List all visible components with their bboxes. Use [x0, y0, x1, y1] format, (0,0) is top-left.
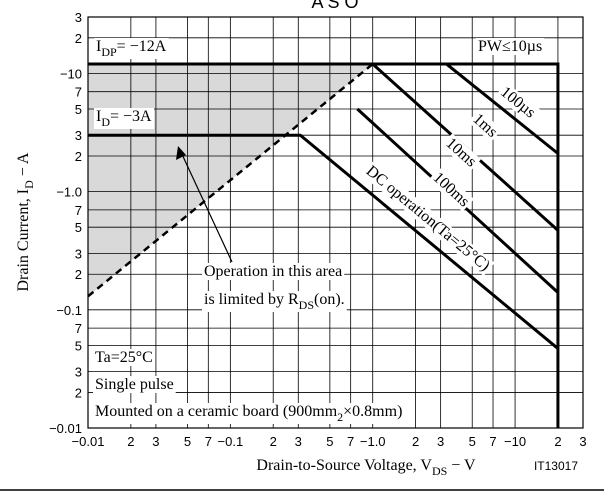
pw-label: PW≤10µs: [478, 38, 542, 55]
y-tick-label: −10: [60, 66, 82, 81]
arrow-head: [176, 146, 186, 160]
x-tick-label: 5: [184, 434, 191, 449]
y-tick-label: 2: [75, 267, 82, 282]
soa-line: [445, 62, 559, 155]
y-tick-label: 2: [75, 31, 82, 46]
label-background: [202, 263, 345, 280]
x-tick-label: 2: [554, 434, 561, 449]
x-axis-label: Drain-to-Source Voltage, VDS − V: [256, 457, 476, 478]
y-tick-label: 5: [75, 338, 82, 353]
plot-frame: [87, 16, 584, 429]
x-tick-label: 5: [469, 434, 476, 449]
idp-label: IDP= −12A: [96, 38, 167, 59]
x-tick-label: 2: [127, 434, 134, 449]
label-background: [428, 167, 474, 212]
y-tick-label: 2: [75, 385, 82, 400]
x-tick-label: 2: [270, 434, 277, 449]
x-tick-label: 7: [205, 434, 212, 449]
subscript: DS: [432, 464, 447, 478]
condition: Mounted on a ceramic board (900mm2×0.8mm…: [95, 403, 402, 424]
subscript: D: [22, 180, 36, 189]
label-background: [93, 349, 155, 366]
y-tick-label: 3: [75, 246, 82, 261]
subscript: DS: [299, 298, 314, 312]
label-background: [94, 38, 169, 59]
label-background: [94, 108, 155, 129]
note-line: Operation in this area: [204, 263, 342, 280]
text-part: I: [96, 108, 101, 125]
y-tick-label: −1.0: [56, 185, 82, 200]
y-tick-label: 7: [75, 85, 82, 100]
x-tick-label: −0.1: [218, 434, 244, 449]
label-background: [202, 291, 347, 312]
x-tick-label: 7: [489, 434, 496, 449]
subscript: 2: [337, 410, 343, 424]
series-label: 100ms: [430, 169, 473, 210]
rds-limit-line: [87, 63, 374, 298]
y-tick-label: 5: [75, 102, 82, 117]
text-part: − A: [15, 152, 32, 180]
label-background: [495, 82, 541, 123]
text-part: (on).: [314, 291, 345, 308]
chart-title: A S O: [311, 0, 358, 12]
text-part: − V: [447, 457, 476, 474]
label-background: [476, 38, 545, 55]
condition: Single pulse: [95, 376, 174, 393]
soa-line: [88, 133, 559, 350]
x-tick-label: 3: [152, 434, 159, 449]
y-tick-label: −0.01: [49, 421, 82, 436]
x-tick-label: 3: [437, 434, 444, 449]
text-part: Drain Current, I: [15, 189, 32, 292]
series-label: 100µs: [497, 84, 538, 122]
text-part: I: [96, 38, 101, 55]
shade-layer: [88, 64, 373, 297]
x-tick-label: −10: [504, 434, 526, 449]
y-tick-label: 3: [75, 128, 82, 143]
note-line: is limited by RDS(on).: [204, 291, 345, 312]
id-label: ID= −3A: [96, 108, 152, 129]
condition: Ta=25°C: [95, 349, 153, 366]
text-part: = −3A: [110, 108, 152, 125]
series-label: DC operation(Ta=25°C): [363, 163, 493, 275]
limited-area: [88, 64, 373, 297]
y-tick-label: −0.1: [56, 303, 82, 318]
y-axis-label: Drain Current, ID − A: [15, 152, 36, 291]
figure-code: IT13017: [534, 459, 578, 473]
x-tick-label: 3: [295, 434, 302, 449]
label-background: [93, 376, 176, 393]
x-tick-label: 5: [326, 434, 333, 449]
subscript: D: [101, 115, 110, 129]
y-tick-label: 3: [75, 365, 82, 380]
arrow: [179, 149, 233, 263]
text-part: is limited by R: [204, 291, 299, 308]
y-tick-label: 3: [75, 10, 82, 25]
y-tick-label: 7: [75, 203, 82, 218]
soa-line: [88, 62, 560, 428]
text-part: = −12A: [117, 38, 167, 55]
y-tick-label: 5: [75, 220, 82, 235]
x-tick-label: −1.0: [360, 434, 386, 449]
y-tick-label: 2: [75, 149, 82, 164]
text-part: Drain-to-Source Voltage, V: [256, 457, 432, 474]
subscript: DP: [101, 45, 117, 59]
x-tick-label: 7: [347, 434, 354, 449]
label-background: [93, 403, 405, 424]
y-tick-label: 7: [75, 321, 82, 336]
text-part: ×0.8mm): [343, 403, 402, 420]
label-background: [440, 133, 482, 172]
x-tick-label: −0.01: [72, 434, 105, 449]
x-tick-label: 3: [579, 434, 586, 449]
label-background: [361, 161, 495, 276]
x-tick-label: 2: [412, 434, 419, 449]
text-part: Mounted on a ceramic board (900mm: [95, 403, 338, 420]
label-background: [467, 109, 503, 143]
